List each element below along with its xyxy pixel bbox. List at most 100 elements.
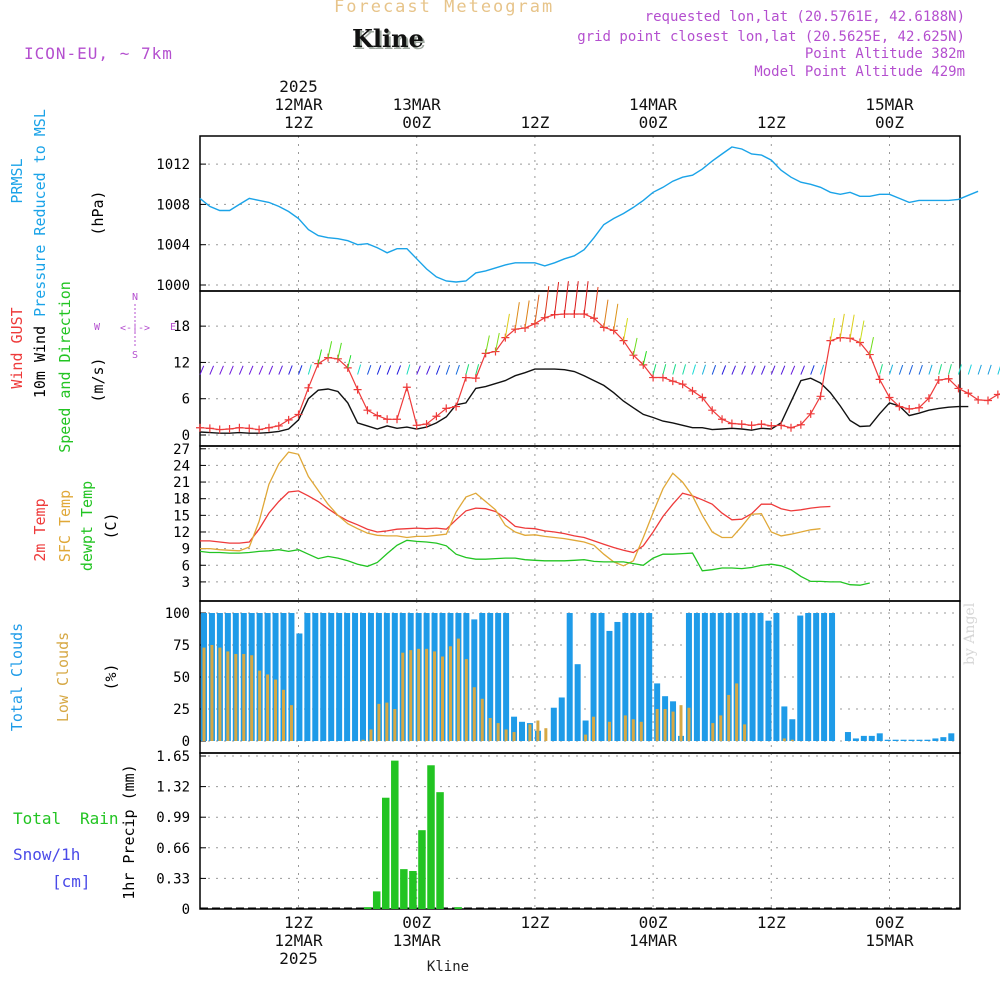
gust-marker <box>215 425 224 434</box>
wind-direction-arrow <box>435 365 441 375</box>
temp-2m-line <box>200 490 831 554</box>
panel-frame <box>199 445 961 602</box>
y-tick-label: 1.65 <box>156 749 190 765</box>
total-cloud-bar <box>852 738 859 741</box>
total-cloud-bar <box>471 619 478 741</box>
y-tick-label: 18 <box>173 319 190 335</box>
wind-direction-arrow <box>534 294 540 324</box>
wind-direction-arrow <box>928 364 933 375</box>
time-label-top: 13MAR <box>393 95 442 114</box>
wind-direction-arrow <box>337 342 342 359</box>
low-cloud-bar <box>464 659 468 741</box>
y-tick-label: 100 <box>165 606 190 622</box>
gust-marker <box>787 423 795 432</box>
info-model-altitude: Model Point Altitude 429m <box>754 64 965 80</box>
time-label-bottom: 12Z <box>520 913 549 932</box>
gust-marker <box>806 409 815 418</box>
gust-marker <box>412 421 421 430</box>
wind-direction-arrow <box>682 364 687 375</box>
total-cloud-bar <box>606 630 613 741</box>
total-cloud-bar <box>495 613 502 741</box>
total-cloud-bar <box>741 613 748 741</box>
gust-marker <box>245 424 254 433</box>
total-cloud-bar <box>868 735 875 741</box>
wind-direction-arrow <box>642 350 647 365</box>
y-tick-label: 12 <box>173 355 190 371</box>
low-cloud-bar <box>401 652 405 741</box>
wind-direction-arrow <box>938 364 943 375</box>
gust-marker <box>255 425 264 434</box>
gust-marker <box>422 420 431 429</box>
y-tick-label: 18 <box>173 492 190 508</box>
low-cloud-bar <box>218 647 222 741</box>
wind-direction-arrow <box>406 364 411 375</box>
gust-marker <box>461 373 470 382</box>
axis-label: (m/s) <box>89 357 107 402</box>
total-cloud-bar <box>892 739 899 741</box>
low-cloud-bar <box>385 702 389 741</box>
time-label-bottom: 00Z <box>402 913 431 932</box>
gust-marker <box>915 403 924 412</box>
info-grid-coords: grid point closest lon,lat (20.5625E, 42… <box>577 29 965 45</box>
total-cloud-bar <box>844 732 851 741</box>
wind-direction-arrow <box>238 365 244 375</box>
gust-marker <box>649 373 658 382</box>
total-cloud-bar <box>693 613 700 741</box>
time-label-top: 00Z <box>875 113 904 132</box>
wind-direction-arrow <box>957 364 962 375</box>
gust-marker <box>363 406 372 415</box>
total-cloud-bar <box>320 613 327 741</box>
total-cloud-bar <box>479 613 486 741</box>
y-tick-label: 0 <box>182 428 190 444</box>
low-cloud-bar <box>655 709 659 741</box>
legend-rain: Rain <box>80 809 119 828</box>
low-cloud-bar <box>488 717 492 741</box>
gust-marker <box>708 406 717 415</box>
low-cloud-bar <box>266 674 270 741</box>
time-label-top: 12Z <box>284 113 313 132</box>
wind-direction-arrow <box>800 365 805 375</box>
low-cloud-bar <box>258 670 262 741</box>
y-tick-label: 75 <box>173 638 190 654</box>
low-cloud-bar <box>417 648 421 741</box>
total-cloud-bar <box>328 613 335 741</box>
total-cloud-bar <box>781 706 788 741</box>
wind-direction-arrow <box>495 332 500 352</box>
gust-marker <box>442 404 451 413</box>
low-cloud-bar <box>512 732 516 741</box>
precip-bar <box>382 797 390 909</box>
gust-marker <box>905 404 914 413</box>
gust-marker <box>875 375 884 384</box>
low-cloud-bar <box>544 728 548 741</box>
gust-marker <box>747 421 756 430</box>
total-cloud-bar <box>312 613 319 741</box>
legend-snow: Snow/1h <box>13 845 80 864</box>
time-label-bottom: 00Z <box>875 913 904 932</box>
wind-direction-arrow <box>455 364 460 375</box>
time-label-bottom: 15MAR <box>865 931 914 950</box>
wind-direction-arrow <box>908 364 914 375</box>
low-cloud-bar <box>226 651 230 741</box>
wind-direction-arrow <box>357 364 362 375</box>
time-label-bottom: 12MAR <box>274 931 323 950</box>
wind-direction-arrow <box>426 365 431 375</box>
total-cloud-bar <box>757 613 764 741</box>
precip-bar <box>409 870 417 909</box>
gust-marker <box>373 411 382 420</box>
y-tick-label: 21 <box>173 475 190 491</box>
total-cloud-bar <box>336 613 343 741</box>
low-cloud-bar <box>727 694 731 741</box>
meteogram-title: Forecast Meteogram <box>334 0 555 17</box>
info-requested-coords: requested lon,lat (20.5761E, 42.6188N) <box>644 9 965 25</box>
wind-direction-arrow <box>554 281 560 315</box>
wind-direction-arrow <box>948 364 952 375</box>
low-cloud-bar <box>456 638 460 741</box>
gust-marker <box>924 394 933 403</box>
y-tick-label: 1.32 <box>156 780 190 796</box>
legend-total: Total <box>13 809 61 828</box>
gust-marker <box>816 392 825 401</box>
total-cloud-bar <box>487 613 494 741</box>
total-cloud-bar <box>821 613 828 741</box>
axis-label: (hPa) <box>89 190 107 235</box>
